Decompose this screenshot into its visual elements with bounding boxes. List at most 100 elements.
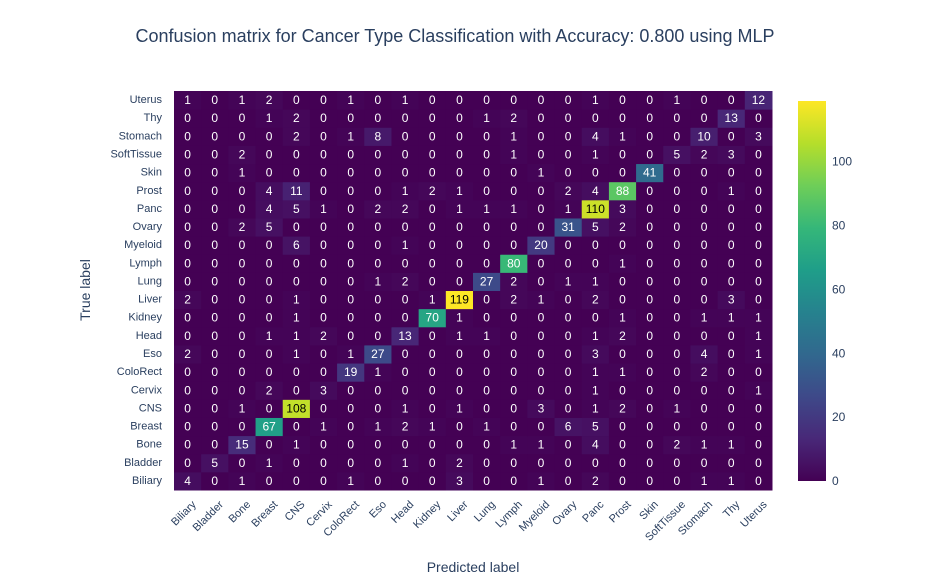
heatmap-cell bbox=[636, 290, 664, 310]
heatmap-cell bbox=[174, 236, 202, 255]
heatmap-cell bbox=[554, 199, 583, 219]
cell-value-label: 0 bbox=[728, 329, 735, 343]
cell-value-label: 0 bbox=[293, 147, 300, 161]
heatmap-cell bbox=[744, 91, 773, 110]
cell-value-label: 0 bbox=[375, 166, 382, 180]
cell-value-label: 0 bbox=[266, 293, 273, 307]
x-tick-label: Liver bbox=[445, 498, 471, 524]
cell-value-label: 1 bbox=[592, 329, 599, 343]
cell-value-label: 27 bbox=[480, 274, 494, 288]
heatmap-cell bbox=[527, 290, 556, 310]
heatmap-cell bbox=[500, 127, 528, 146]
cell-value-label: 0 bbox=[728, 420, 735, 434]
cell-value-label: 8 bbox=[375, 129, 382, 143]
cell-value-label: 13 bbox=[725, 111, 739, 125]
cell-value-label: 0 bbox=[211, 293, 218, 307]
cell-value-label: 0 bbox=[510, 93, 517, 107]
cell-value-label: 0 bbox=[347, 238, 354, 252]
heatmap-cell bbox=[717, 435, 746, 455]
heatmap-cell bbox=[418, 471, 447, 491]
cell-value-label: 0 bbox=[211, 220, 218, 234]
cell-value-label: 0 bbox=[293, 166, 300, 180]
cell-value-label: 41 bbox=[643, 166, 657, 180]
cell-value-label: 0 bbox=[565, 166, 572, 180]
heatmap-cell bbox=[201, 91, 229, 110]
colorbar-tick-label: 80 bbox=[832, 219, 846, 233]
y-tick-label: Stomach bbox=[119, 130, 162, 142]
heatmap-cell bbox=[608, 381, 637, 400]
heatmap-cell bbox=[608, 127, 637, 146]
heatmap-cell bbox=[309, 471, 338, 491]
heatmap-cell bbox=[500, 254, 528, 273]
cell-value-label: 31 bbox=[561, 220, 575, 234]
cell-value-label: 0 bbox=[211, 347, 218, 361]
heatmap-cell bbox=[337, 272, 365, 291]
heatmap-cell bbox=[717, 127, 746, 146]
heatmap-cell bbox=[282, 453, 311, 473]
cell-value-label: 0 bbox=[320, 184, 327, 198]
heatmap-cell bbox=[473, 381, 501, 400]
cell-value-label: 0 bbox=[701, 383, 708, 397]
cell-value-label: 1 bbox=[320, 202, 327, 216]
heatmap-cell bbox=[690, 344, 719, 364]
heatmap-cell bbox=[418, 254, 447, 273]
heatmap-cell bbox=[527, 217, 556, 237]
cell-value-label: 5 bbox=[592, 420, 599, 434]
heatmap-cell bbox=[228, 308, 257, 328]
colorbar-tick-label: 60 bbox=[832, 282, 846, 296]
cell-value-label: 0 bbox=[266, 347, 273, 361]
heatmap-cell bbox=[228, 363, 257, 382]
cell-value-label: 0 bbox=[538, 129, 545, 143]
cell-value-label: 2 bbox=[510, 293, 517, 307]
cell-value-label: 3 bbox=[592, 347, 599, 361]
heatmap-cell bbox=[608, 236, 637, 255]
heatmap-cell bbox=[690, 381, 719, 400]
heatmap-cell bbox=[663, 326, 691, 346]
cell-value-label: 0 bbox=[565, 383, 572, 397]
heatmap-cell bbox=[608, 217, 637, 237]
heatmap-cell bbox=[445, 435, 474, 455]
cell-value-label: 0 bbox=[701, 256, 708, 270]
heatmap-cell bbox=[527, 163, 556, 183]
cell-value-label: 0 bbox=[674, 311, 681, 325]
cell-value-label: 0 bbox=[347, 202, 354, 216]
heatmap-cell bbox=[663, 363, 691, 382]
y-tick-label: CNS bbox=[139, 402, 162, 414]
heatmap-cell bbox=[337, 417, 365, 437]
cell-value-label: 1 bbox=[510, 129, 517, 143]
heatmap-cell bbox=[174, 363, 202, 382]
heatmap-cell bbox=[554, 435, 583, 455]
heatmap-cell bbox=[663, 435, 691, 455]
cell-value-label: 3 bbox=[755, 129, 762, 143]
heatmap-cell bbox=[418, 236, 447, 255]
cell-value-label: 0 bbox=[538, 220, 545, 234]
y-tick-label: Lung bbox=[138, 275, 162, 287]
heatmap-cell bbox=[744, 417, 773, 437]
cell-value-label: 0 bbox=[456, 420, 463, 434]
heatmap-cell bbox=[174, 272, 202, 291]
cell-value-label: 0 bbox=[375, 329, 382, 343]
heatmap-cell bbox=[201, 435, 229, 455]
heatmap-cell bbox=[473, 181, 501, 201]
heatmap-cell bbox=[309, 199, 338, 219]
cell-value-label: 0 bbox=[619, 456, 626, 470]
cell-value-label: 1 bbox=[429, 293, 436, 307]
heatmap-cell bbox=[527, 199, 556, 219]
cell-value-label: 2 bbox=[184, 347, 191, 361]
heatmap-cell bbox=[201, 453, 229, 473]
cell-value-label: 0 bbox=[755, 365, 762, 379]
cell-value-label: 0 bbox=[211, 474, 218, 488]
heatmap-cell bbox=[282, 290, 311, 310]
heatmap-cell bbox=[337, 91, 365, 110]
heatmap-cell bbox=[309, 399, 338, 418]
heatmap-cell bbox=[500, 453, 528, 473]
heatmap-cell bbox=[717, 199, 746, 219]
cell-value-label: 0 bbox=[646, 329, 653, 343]
cell-value-label: 1 bbox=[402, 184, 409, 198]
heatmap-cell bbox=[554, 109, 583, 128]
cell-value-label: 0 bbox=[646, 347, 653, 361]
heatmap-cell bbox=[174, 254, 202, 273]
cell-value-label: 1 bbox=[293, 293, 300, 307]
cell-value-label: 0 bbox=[239, 129, 246, 143]
cell-value-label: 0 bbox=[375, 383, 382, 397]
